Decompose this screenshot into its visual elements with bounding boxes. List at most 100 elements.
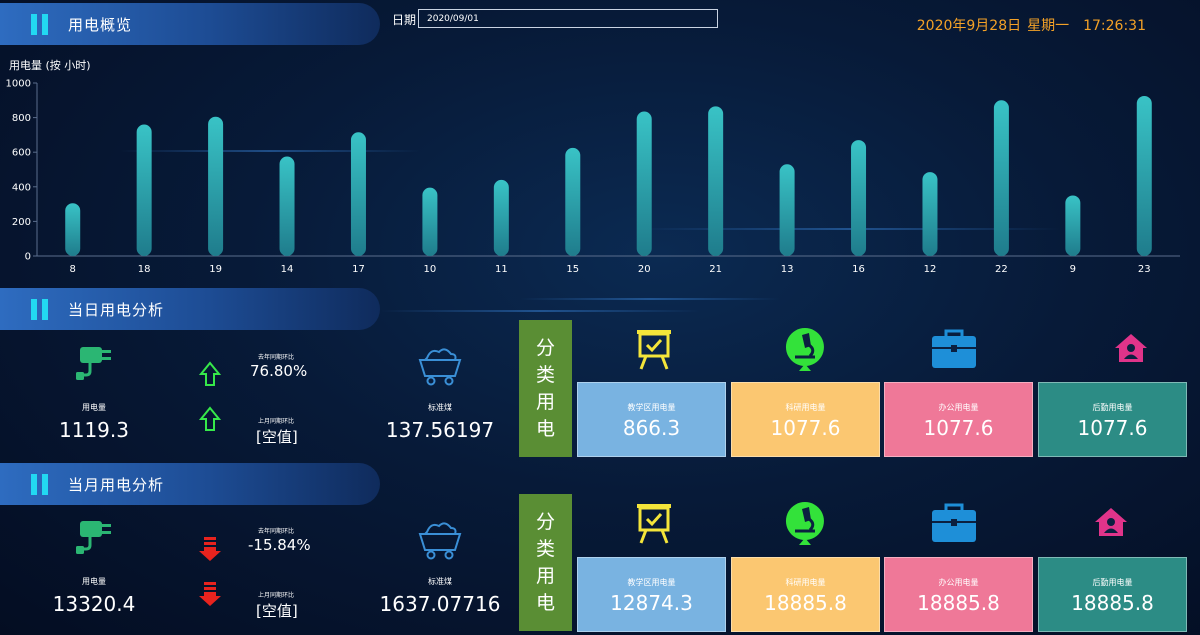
overview-title: 用电概览 [68,16,133,34]
chart-y-tick-label: 1000 [6,79,31,90]
background-streak [380,310,700,312]
chart-bar [1065,195,1081,256]
chart-y-tick-label: 400 [12,182,31,193]
monthly-yoy-value: -15.84% [248,536,311,554]
chart-bar [136,124,152,257]
chart-x-tick-label: 9 [1070,264,1076,275]
coal-cart-icon [418,522,462,560]
briefcase-icon [932,503,976,542]
chart-bar [279,156,295,256]
briefcase-icon [932,329,976,368]
clock-date: 2020年9月28日 [916,18,1022,34]
daily-category-title: 分 类 用 电 [519,320,572,457]
chart-x-tick-label: 11 [495,264,508,275]
chart-x-tick-label: 18 [138,264,151,275]
monthly-yoy-label: 去年同期环比 [258,528,295,535]
daily-category-card-research: 科研用电量 1077.6 [731,382,880,457]
chart-bar [208,116,224,256]
chart-bar [708,106,724,256]
chart-bar [493,179,509,256]
chart-x-tick-label: 16 [852,264,865,275]
chart-bar [779,164,795,256]
monthly-category-card-logistics: 后勤用电量 18885.8 [1038,557,1187,632]
arrow-down-icon [199,582,221,606]
monthly-category-card-research: 科研用电量 18885.8 [731,557,880,632]
easel-icon [637,504,671,544]
daily-section-header: 当日用电分析 [0,288,380,330]
monthly-section-header: 当月用电分析 [0,463,380,505]
header-bars-icon [31,474,55,495]
monthly-category-title: 分 类 用 电 [519,494,572,631]
monthly-mom-value: [空值] [256,602,298,620]
daily-coal-label: 标准煤 [428,403,452,412]
daily-category-card-logistics: 后勤用电量 1077.6 [1038,382,1187,457]
chart-x-tick-label: 14 [281,264,294,275]
easel-icon [637,330,671,370]
hourly-usage-chart: 用电量 (按 小时) 0 200 400 600 800 1000 8 18 19 14 17 10 11… [6,58,1180,275]
monthly-usage-label: 用电量 [82,577,106,586]
chart-x-tick-label: 17 [352,264,365,275]
overview-section-header: 用电概览 [0,3,380,45]
plug-icon [76,521,111,554]
monthly-category-card-office: 办公用电量 18885.8 [884,557,1033,632]
home-user-icon [1095,508,1127,536]
chart-x-tick-label: 22 [995,264,1008,275]
chart-x-tick-label: 20 [638,264,651,275]
daily-category-card-teaching: 教学区用电量 866.3 [577,382,726,457]
monthly-title: 当月用电分析 [68,476,165,494]
arrow-up-icon [199,406,221,431]
arrow-down-icon [199,537,221,561]
clock: 2020年9月28日 星期一 17:26:31 [917,15,1146,35]
chart-y-tick-label: 600 [12,148,31,159]
chart-bar [422,187,438,256]
chart-bar [565,147,581,256]
chart-x-tick-label: 21 [709,264,722,275]
chart-x-tick-label: 8 [70,264,76,275]
daily-yoy-label: 去年同期环比 [258,354,295,361]
coal-cart-icon [418,348,462,386]
daily-mom-value: [空值] [256,428,298,446]
background-streak [120,150,420,152]
chart-bar [993,100,1009,256]
chart-x-tick-label: 23 [1138,264,1151,275]
daily-yoy-value: 76.80% [250,362,308,380]
background-streak [640,228,1060,230]
daily-usage-label: 用电量 [82,403,106,412]
chart-y-tick-label: 800 [12,113,31,124]
header-bars-icon [31,14,55,35]
chart-y-tick-label: 200 [12,217,31,228]
chart-y-tick-label: 0 [25,252,31,263]
arrow-up-icon [199,361,221,386]
chart-bar [350,132,366,256]
chart-bar [65,203,81,256]
chart-x-tick-label: 15 [566,264,579,275]
chart-bar [851,140,867,256]
monthly-coal-label: 标准煤 [428,577,452,586]
daily-title: 当日用电分析 [68,301,165,319]
chart-x-tick-label: 12 [924,264,937,275]
clock-weekday: 星期一 [1027,18,1070,34]
monthly-mom-label: 上月同期环比 [258,592,295,599]
daily-usage-value: 1119.3 [59,418,129,442]
date-input[interactable] [418,9,718,28]
date-label: 日期 [392,13,417,27]
monthly-usage-value: 13320.4 [52,592,136,616]
clock-time: 17:26:31 [1083,18,1146,34]
background-streak [520,298,780,300]
plug-icon [76,347,111,380]
chart-y-axis-title: 用电量 (按 小时) [9,58,91,72]
chart-x-tick-label: 10 [424,264,437,275]
daily-mom-label: 上月同期环比 [258,418,295,425]
chart-bar [636,111,652,256]
chart-bar [1136,95,1152,256]
daily-coal-value: 137.56197 [385,418,495,442]
header-bars-icon [31,299,55,320]
chart-bar [922,172,938,256]
chart-x-tick-label: 13 [781,264,794,275]
daily-category-card-office: 办公用电量 1077.6 [884,382,1033,457]
monthly-category-card-teaching: 教学区用电量 12874.3 [577,557,726,632]
home-user-icon [1115,334,1147,362]
monthly-coal-value: 1637.07716 [379,592,501,616]
microscope-icon [785,502,824,545]
chart-x-tick-label: 19 [209,264,222,275]
